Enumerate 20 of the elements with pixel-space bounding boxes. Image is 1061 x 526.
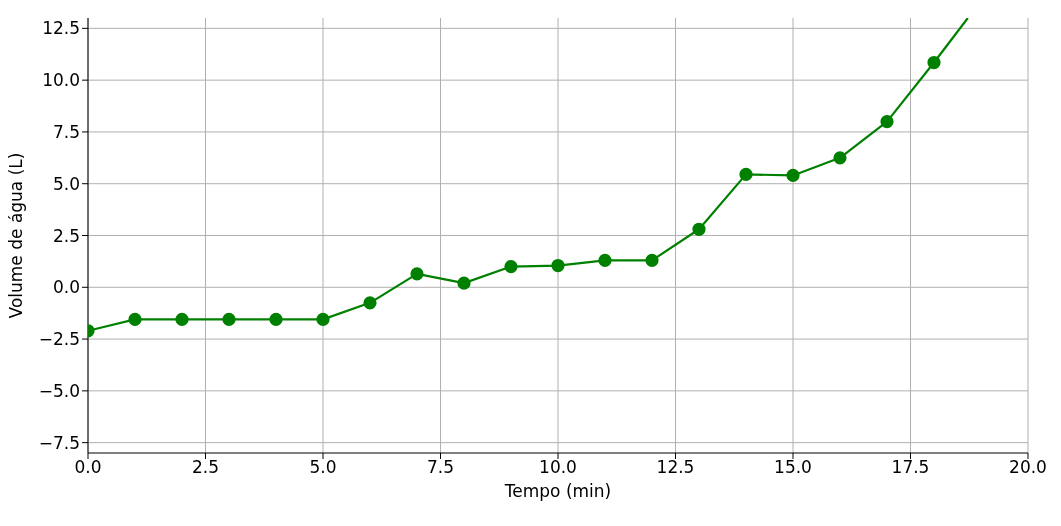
y-tick-label: 7.5 (52, 121, 80, 142)
x-tick-label: 0.0 (74, 457, 102, 478)
y-tick-label: −7.5 (38, 432, 80, 453)
y-tick-label: −5.0 (38, 380, 80, 401)
y-tick-label: 2.5 (52, 225, 80, 246)
y-tick-label: 0.0 (52, 277, 80, 298)
x-tick-label: 15.0 (774, 457, 812, 478)
x-tick-label: 2.5 (191, 457, 220, 478)
x-tick-label: 5.0 (309, 457, 337, 478)
x-tick-label: 12.5 (656, 457, 695, 478)
y-tick-label: 5.0 (52, 173, 80, 194)
x-tick-label: 17.5 (891, 457, 930, 478)
x-tick-label: 10.0 (539, 457, 577, 478)
x-tick-label: 7.5 (426, 457, 455, 478)
x-tick-label: 20.0 (1009, 457, 1047, 478)
y-tick-label: 10.0 (42, 70, 80, 91)
x-axis-title: Tempo (min) (503, 481, 612, 501)
y-tick-label: 12.5 (42, 18, 80, 39)
y-axis-title: Volume de água (L) (6, 152, 27, 319)
y-tick-label: −2.5 (38, 329, 80, 350)
